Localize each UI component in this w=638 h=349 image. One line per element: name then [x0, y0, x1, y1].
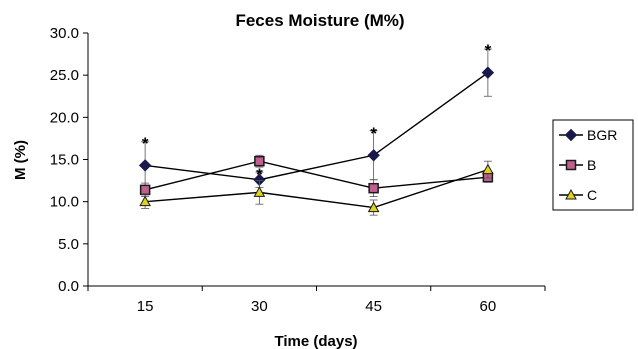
- legend-label: BGR: [587, 127, 617, 143]
- significance-marker: *: [142, 134, 149, 153]
- legend-marker: [565, 159, 577, 171]
- data-point: [482, 163, 494, 175]
- series-layer: [138, 48, 495, 216]
- data-point: [254, 155, 265, 167]
- legend-label: B: [587, 157, 596, 173]
- x-tick-label: 15: [137, 298, 154, 315]
- y-ticks: 0.0 5.0 10.0 15.0 20.0 25.0 30.0: [50, 25, 88, 295]
- annotations: * * * *: [142, 41, 492, 184]
- y-tick-label: 0.0: [58, 278, 79, 295]
- x-tick-label: 30: [251, 298, 268, 315]
- data-point: [368, 182, 379, 194]
- data-point: [138, 159, 152, 172]
- y-tick-label: 10.0: [50, 194, 79, 211]
- data-point: [139, 184, 151, 196]
- y-tick-label: 5.0: [58, 236, 79, 253]
- y-axis-title: M (%): [12, 140, 29, 180]
- y-tick-label: 30.0: [50, 25, 79, 42]
- data-point: [139, 195, 151, 207]
- y-tick-label: 20.0: [50, 109, 79, 126]
- series-b: [139, 154, 494, 198]
- series-line: [144, 160, 488, 191]
- series-line: [145, 168, 489, 209]
- significance-marker: *: [370, 124, 377, 143]
- legend-marker: [565, 188, 577, 200]
- series-bgr: [138, 48, 495, 190]
- x-tick-label: 45: [365, 298, 382, 315]
- chart-title: Feces Moisture (M%): [235, 11, 404, 30]
- data-point: [253, 186, 266, 197]
- y-tick-label: 25.0: [50, 67, 79, 84]
- legend: BGR BC: [552, 119, 634, 211]
- x-axis-title: Time (days): [274, 333, 357, 349]
- legend-label: C: [587, 187, 597, 203]
- series-line: [145, 72, 489, 181]
- data-point: [367, 149, 380, 162]
- series-c: [139, 160, 494, 216]
- data-point: [367, 201, 380, 213]
- x-tick-label: 60: [480, 298, 497, 315]
- legend-marker: [564, 128, 578, 142]
- x-ticks: 15 30 45 60: [87, 286, 546, 315]
- y-tick-label: 15.0: [50, 152, 79, 169]
- significance-marker: *: [256, 165, 263, 184]
- data-point: [481, 66, 495, 79]
- axes: [87, 33, 545, 287]
- significance-marker: *: [485, 41, 492, 60]
